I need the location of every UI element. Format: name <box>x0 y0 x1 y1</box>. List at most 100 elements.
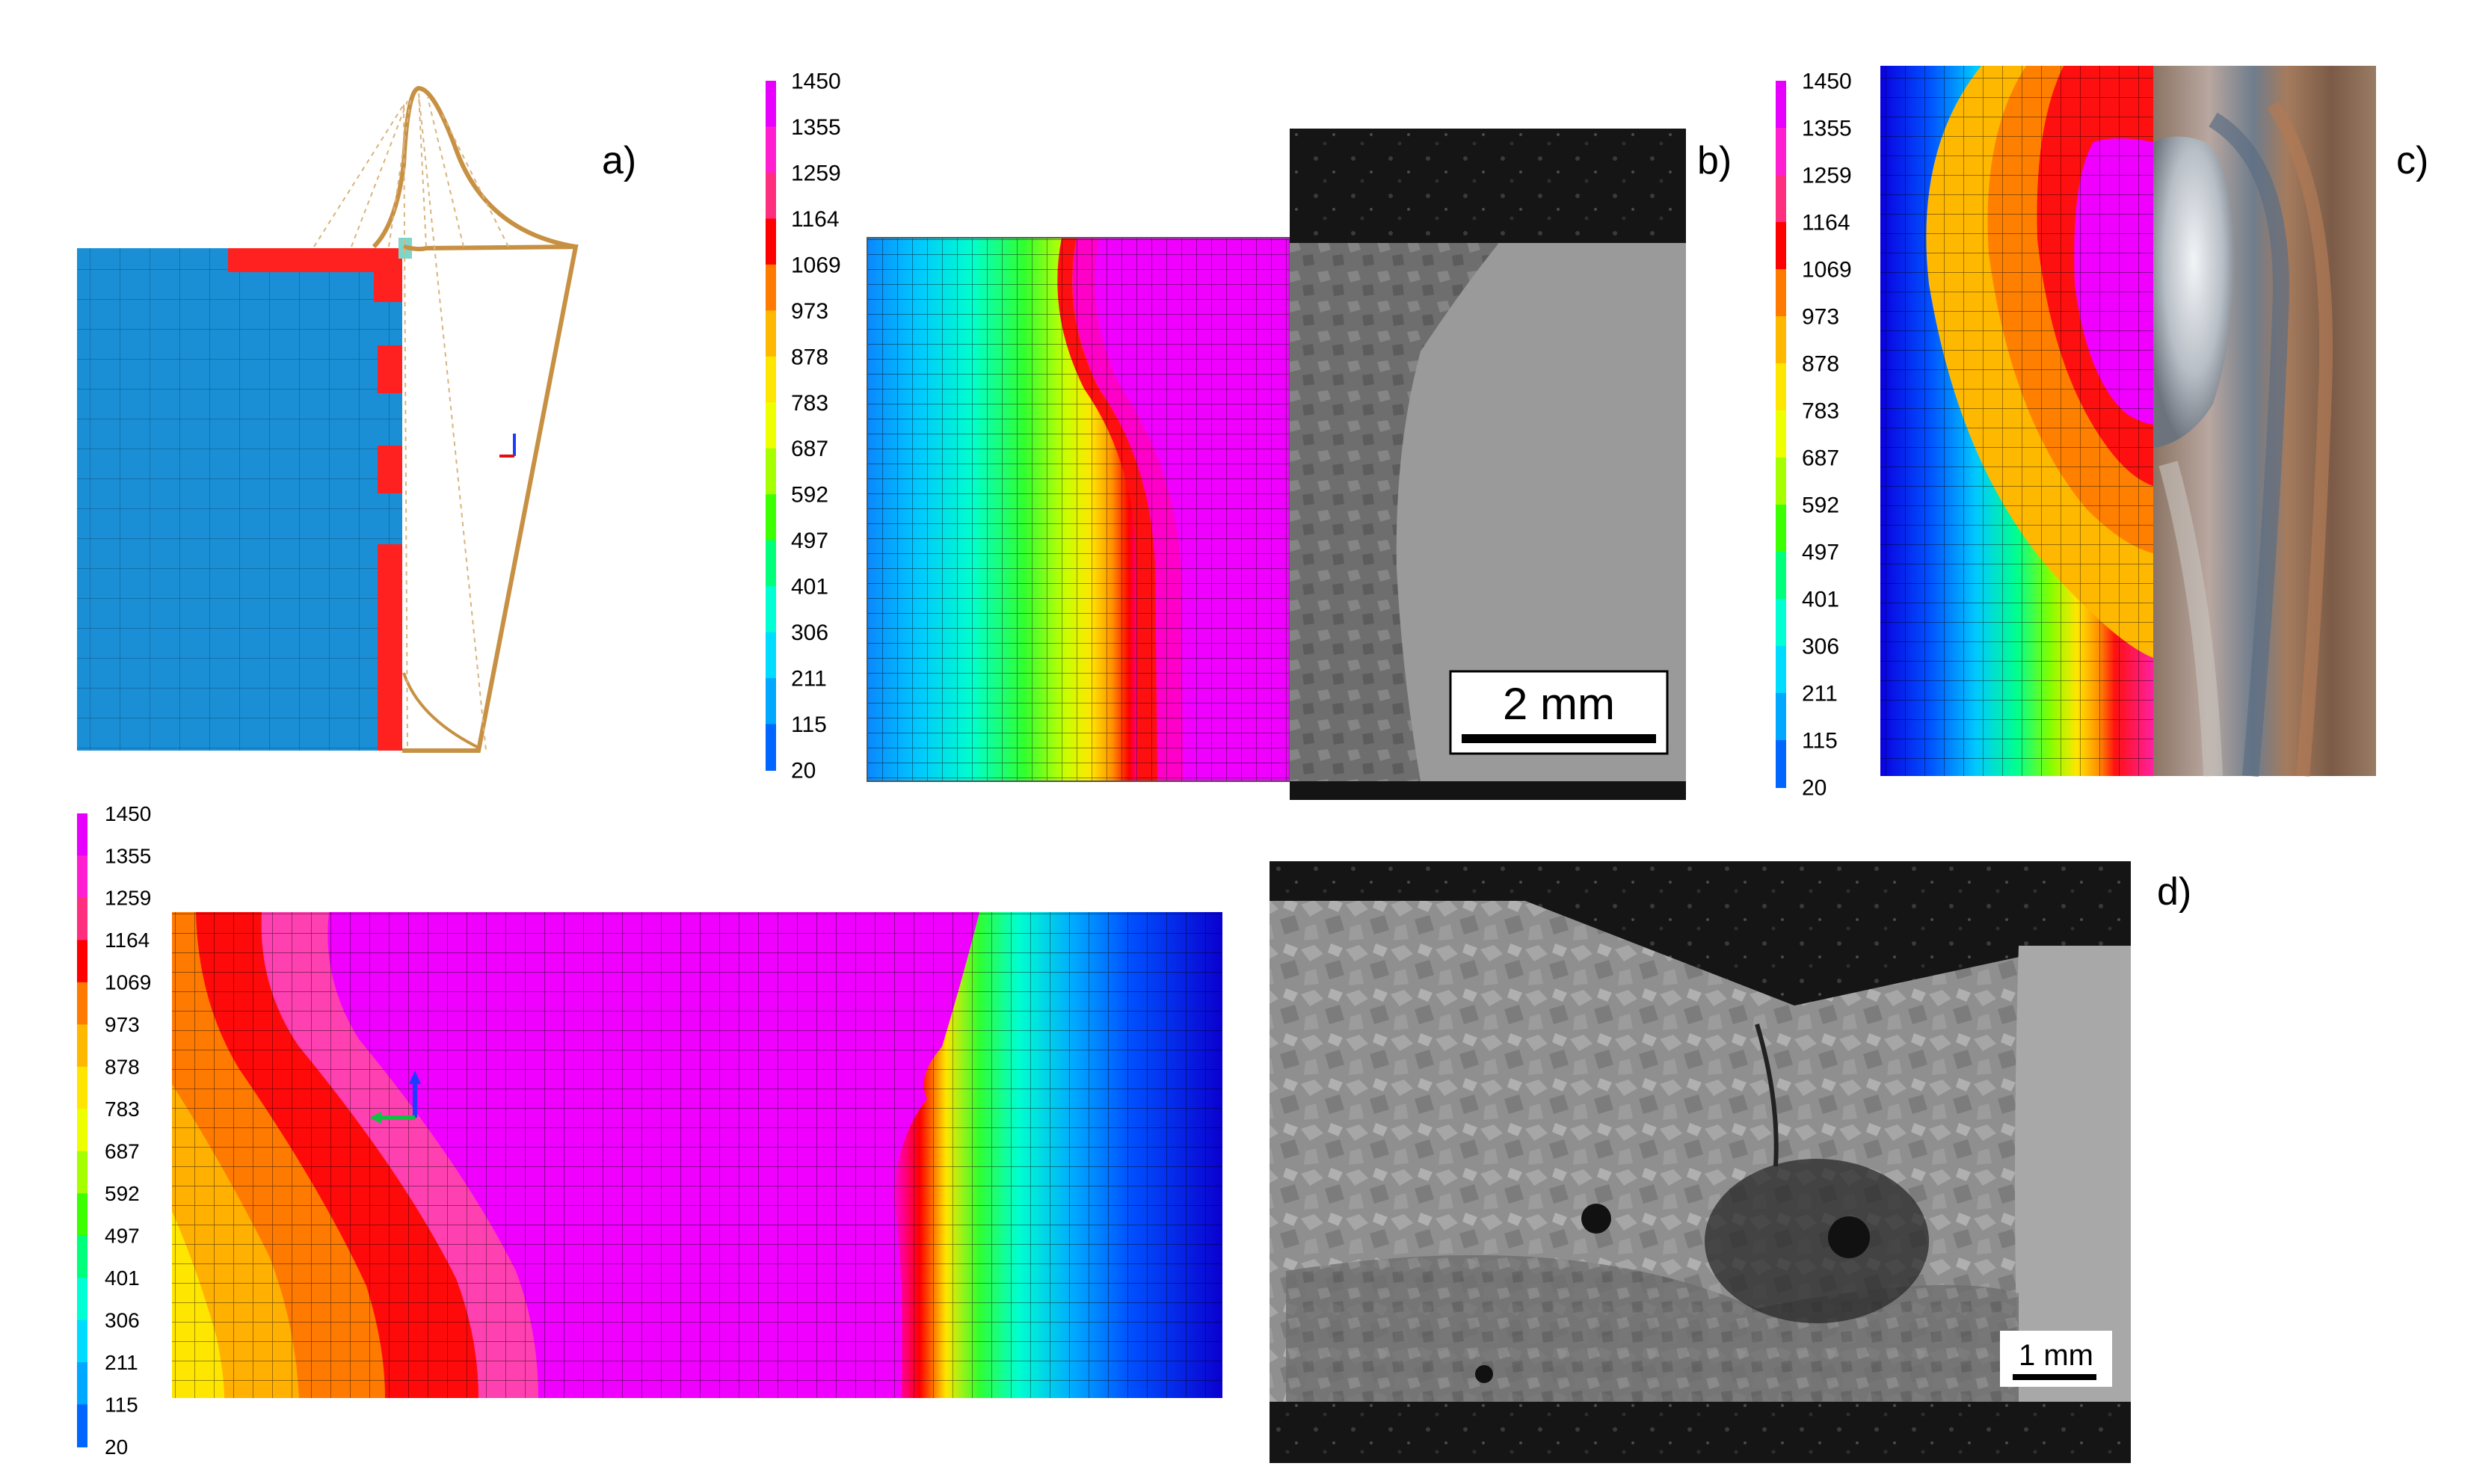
panel-b-micrograph: 2 mm <box>1290 129 1686 800</box>
panel-d-scale-bar: 1 mm <box>2000 1331 2112 1387</box>
colorbar-swatch <box>77 1151 87 1195</box>
colorbar-tick-label: 211 <box>791 667 827 692</box>
panel-b-colorbar: 1450 1355 1259 1164 1069 973 878 783 687 592 497 40… <box>766 70 841 783</box>
colorbar-swatch <box>1776 693 1786 741</box>
colorbar-tick-label: 115 <box>791 712 827 737</box>
colorbar-swatch <box>77 1024 87 1068</box>
colorbar-tick-label: 211 <box>1802 682 1838 706</box>
colorbar-tick-label: 1355 <box>105 844 151 867</box>
colorbar-swatch <box>766 264 776 312</box>
colorbar-swatch <box>766 126 776 173</box>
colorbar-swatch <box>1776 269 1786 317</box>
panel-bottom-colorbar: 1450 1355 1259 1164 1069 973 878 783 687 592 497 40… <box>77 802 151 1459</box>
colorbar-swatch <box>77 1193 87 1237</box>
colorbar-swatch <box>1776 740 1786 788</box>
panel-d: 1 mm d) <box>1270 861 2191 1463</box>
colorbar-swatch <box>1776 363 1786 411</box>
colorbar-swatch <box>1776 128 1786 176</box>
colorbar-swatch <box>766 172 776 220</box>
panel-a-projection-lines <box>313 93 509 751</box>
colorbar-tick-label: 783 <box>1802 399 1839 424</box>
colorbar-swatch <box>77 855 87 899</box>
colorbar-tick-label: 1164 <box>791 207 840 232</box>
panel-bottom-axis-triad <box>369 1071 421 1124</box>
colorbar-tick-label: 973 <box>105 1013 140 1036</box>
colorbar-swatch <box>77 1404 87 1447</box>
colorbar-swatch <box>77 897 87 941</box>
colorbar-swatch <box>77 1066 87 1110</box>
panel-b-temperature-field <box>867 238 1290 781</box>
colorbar-tick-label: 306 <box>1802 635 1839 659</box>
colorbar-swatch <box>766 632 776 680</box>
colorbar-tick-label: 783 <box>105 1097 140 1121</box>
colorbar-swatch <box>77 1362 87 1406</box>
colorbar-swatch <box>77 940 87 983</box>
colorbar-tick-label: 401 <box>791 575 828 600</box>
panel-c-colorbar: 1450 1355 1259 1164 1069 973 878 783 687 592 497 40… <box>1776 70 1852 801</box>
panel-a-heat-source-outline <box>372 85 579 753</box>
colorbar-tick-label: 783 <box>791 391 828 416</box>
colorbar-tick-label: 20 <box>791 759 816 783</box>
colorbar-swatch <box>77 813 87 857</box>
colorbar-swatch <box>766 310 776 357</box>
colorbar-tick-label: 1259 <box>105 887 151 910</box>
colorbar-swatch <box>766 81 776 128</box>
colorbar-tick-label: 1355 <box>791 115 841 140</box>
colorbar-swatch <box>766 540 776 588</box>
colorbar-swatch <box>766 218 776 265</box>
colorbar-swatch <box>77 982 87 1026</box>
panel-a-heat-source-cells <box>228 248 402 751</box>
panel-c-label: c) <box>2396 139 2428 182</box>
colorbar-tick-label: 878 <box>791 345 828 369</box>
colorbar-tick-label: 1450 <box>105 802 151 825</box>
colorbar-tick-label: 211 <box>105 1351 138 1374</box>
colorbar-swatch <box>1776 599 1786 647</box>
colorbar-tick-label: 973 <box>1802 305 1839 330</box>
svg-text:2 mm: 2 mm <box>1503 679 1615 729</box>
colorbar-tick-label: 1450 <box>1802 70 1852 94</box>
colorbar-swatch <box>1776 646 1786 694</box>
colorbar-tick-label: 115 <box>105 1393 138 1416</box>
colorbar-tick-label: 115 <box>1802 729 1838 754</box>
svg-text:1 mm: 1 mm <box>2019 1339 2093 1372</box>
colorbar-tick-label: 1164 <box>105 929 150 952</box>
colorbar-tick-label: 878 <box>105 1056 140 1079</box>
colorbar-swatch <box>1776 552 1786 600</box>
colorbar-swatch <box>766 494 776 541</box>
colorbar-tick-label: 20 <box>105 1435 128 1459</box>
colorbar-swatch <box>1776 410 1786 458</box>
colorbar-tick-label: 497 <box>791 529 828 553</box>
colorbar-swatch <box>77 1235 87 1279</box>
panel-b-scale-bar: 2 mm <box>1449 670 1669 755</box>
colorbar-tick-label: 1069 <box>1802 258 1852 283</box>
colorbar-tick-label: 687 <box>105 1140 140 1163</box>
panel-b-label: b) <box>1697 139 1732 182</box>
panel-a-label: a) <box>602 139 636 182</box>
colorbar-swatch <box>1776 81 1786 129</box>
colorbar-tick-label: 878 <box>1802 352 1839 377</box>
colorbar-swatch <box>1776 316 1786 364</box>
colorbar-swatch <box>77 1320 87 1364</box>
colorbar-tick-label: 1450 <box>791 70 841 94</box>
colorbar-swatch <box>1776 505 1786 552</box>
colorbar-tick-label: 687 <box>1802 446 1839 471</box>
colorbar-tick-label: 306 <box>791 621 828 645</box>
panel-c: 1450 1355 1259 1164 1069 973 878 783 687 592 497 40… <box>1776 66 2428 801</box>
colorbar-swatch <box>77 1278 87 1321</box>
colorbar-tick-label: 497 <box>105 1224 140 1247</box>
colorbar-tick-label: 497 <box>1802 541 1839 565</box>
panel-c-weld-photo <box>2153 66 2376 777</box>
colorbar-swatch <box>766 586 776 633</box>
colorbar-tick-label: 1355 <box>1802 117 1852 141</box>
colorbar-tick-label: 1069 <box>105 971 151 994</box>
colorbar-tick-label: 973 <box>791 299 828 324</box>
panel-b: 1450 1355 1259 1164 1069 973 878 783 687 592 497 40… <box>766 70 1732 800</box>
panel-a: a) <box>77 85 636 753</box>
colorbar-tick-label: 1259 <box>1802 164 1852 188</box>
colorbar-tick-label: 401 <box>105 1266 140 1290</box>
colorbar-tick-label: 20 <box>1802 776 1827 801</box>
colorbar-swatch <box>1776 458 1786 505</box>
colorbar-tick-label: 306 <box>105 1308 140 1331</box>
colorbar-tick-label: 1069 <box>791 253 841 277</box>
